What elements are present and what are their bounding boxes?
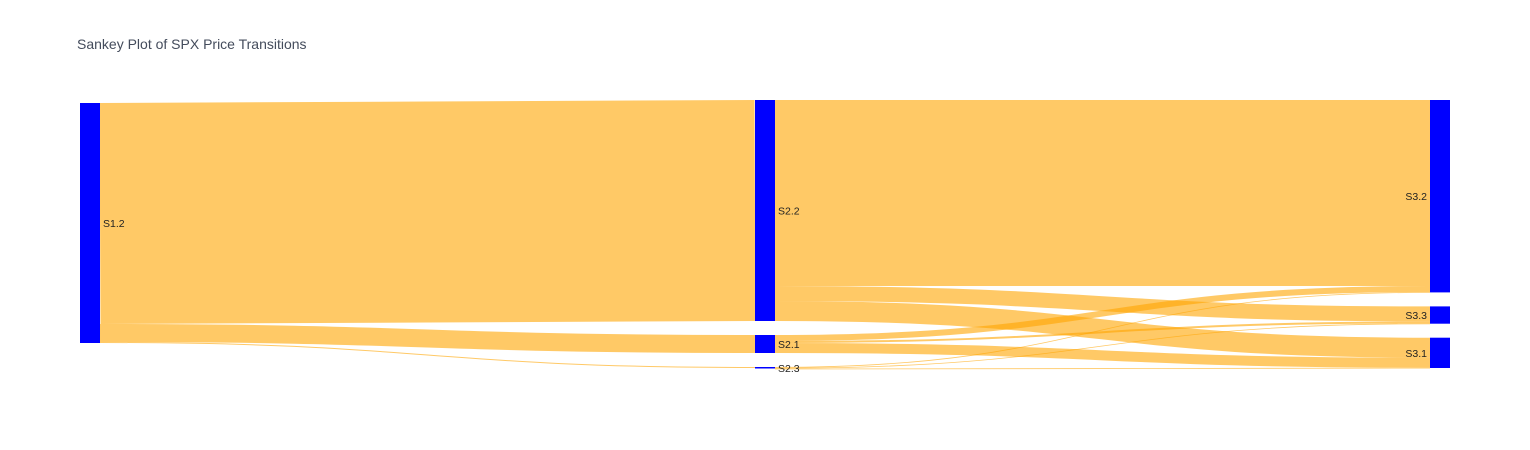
sankey-node-label-S3.1: S3.1 xyxy=(1405,348,1427,360)
sankey-node-label-S3.2: S3.2 xyxy=(1405,191,1427,203)
sankey-node-S1.2[interactable] xyxy=(80,103,100,343)
sankey-node-label-S3.3: S3.3 xyxy=(1405,310,1427,322)
sankey-node-S2.3[interactable] xyxy=(755,367,775,369)
sankey-node-S2.2[interactable] xyxy=(755,100,775,321)
sankey-link-S2.2-to-S3.1[interactable] xyxy=(774,301,1431,358)
labels-layer: S1.2 S2.2 S2.1 S2.3 S3.2 S3.3 S3.1 xyxy=(103,191,1427,375)
sankey-link-S1.2-to-S2.2[interactable] xyxy=(99,100,756,324)
links-layer xyxy=(99,99,1431,370)
sankey-link-S2.1-to-S3.1[interactable] xyxy=(774,343,1431,368)
sankey-link-S2.3-to-S3.1[interactable] xyxy=(774,367,1431,370)
sankey-link-S2.3-to-S3.3[interactable] xyxy=(774,323,1431,369)
sankey-node-label-S2.3: S2.3 xyxy=(778,363,800,375)
sankey-link-S1.2-to-S2.1[interactable] xyxy=(99,324,756,353)
sankey-link-S2.1-to-S3.3[interactable] xyxy=(774,321,1431,343)
sankey-link-S2.2-to-S3.3[interactable] xyxy=(774,286,1431,322)
sankey-link-S1.2-to-S2.3[interactable] xyxy=(99,342,756,368)
chart-title: Sankey Plot of SPX Price Transitions xyxy=(77,36,307,52)
sankey-link-S2.3-to-S3.2[interactable] xyxy=(774,292,1431,368)
sankey-link-S2.1-to-S3.2[interactable] xyxy=(774,286,1431,341)
sankey-node-S3.1[interactable] xyxy=(1430,337,1450,368)
sankey-node-label-S1.2: S1.2 xyxy=(103,218,125,230)
sankey-node-S2.1[interactable] xyxy=(755,335,775,353)
sankey-node-S3.2[interactable] xyxy=(1430,100,1450,293)
sankey-node-label-S2.1: S2.1 xyxy=(778,339,800,351)
sankey-node-label-S2.2: S2.2 xyxy=(778,206,800,218)
sankey-node-S3.3[interactable] xyxy=(1430,306,1450,324)
nodes-layer xyxy=(80,100,1450,369)
